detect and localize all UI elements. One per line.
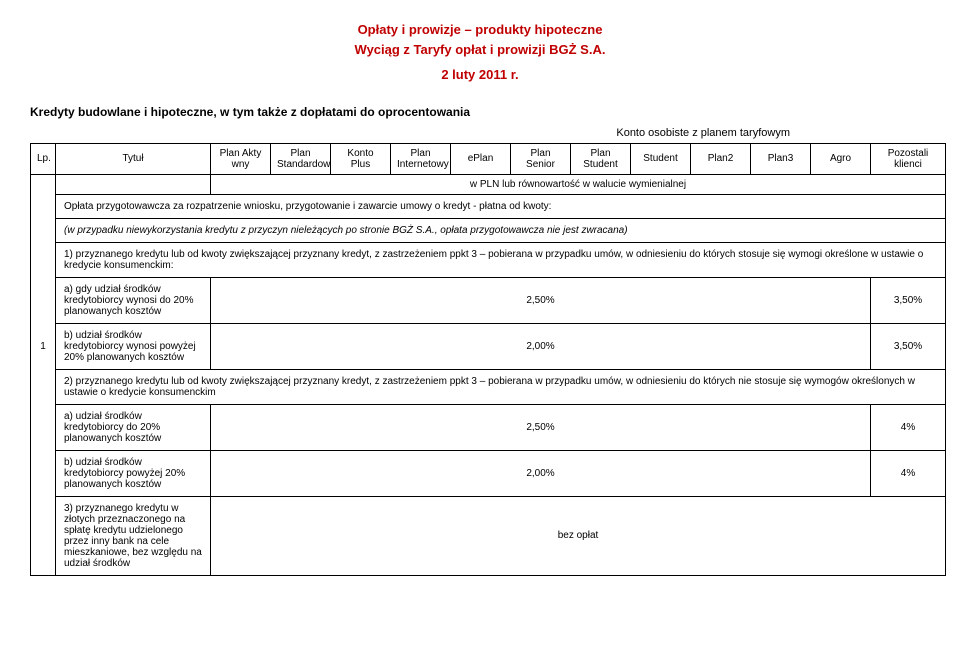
item3-label: 3) przyznanego kredytu w złotych przezna… bbox=[56, 496, 211, 575]
col-plan-internet: Plan Internetowy bbox=[391, 143, 451, 174]
col-plan-std: Plan Standardowy bbox=[271, 143, 331, 174]
header-line3: 2 luty 2011 r. bbox=[30, 65, 930, 85]
item1b-val2: 3,50% bbox=[871, 323, 946, 369]
item1b-row: 1 b) udział środków kredytobiorcy wynosi… bbox=[31, 323, 946, 369]
oplata-cond: (w przypadku niewykorzystania kredytu z … bbox=[56, 218, 946, 242]
item1a-val2: 3,50% bbox=[871, 277, 946, 323]
oplata-intro-row: Opłata przygotowawcza za rozpatrzenie wn… bbox=[31, 194, 946, 218]
header-line1: Opłaty i prowizje – produkty hipoteczne bbox=[30, 20, 930, 40]
item2b-row: b) udział środków kredytobiorcy powyżej … bbox=[31, 450, 946, 496]
item3-row: 3) przyznanego kredytu w złotych przezna… bbox=[31, 496, 946, 575]
col-plan2: Plan2 bbox=[691, 143, 751, 174]
col-agro: Agro bbox=[811, 143, 871, 174]
fees-table: Lp. Tytuł Plan Akty wny Plan Standardowy… bbox=[30, 143, 946, 576]
col-pozostali: Pozostali klienci bbox=[871, 143, 946, 174]
item1b-label: b) udział środków kredytobiorcy wynosi p… bbox=[56, 323, 211, 369]
item2a-val1: 2,50% bbox=[211, 404, 871, 450]
col-eplan: ePlan bbox=[451, 143, 511, 174]
item2b-val1: 2,00% bbox=[211, 450, 871, 496]
header-row: Lp. Tytuł Plan Akty wny Plan Standardowy… bbox=[31, 143, 946, 174]
section-title: Kredyty budowlane i hipoteczne, w tym ta… bbox=[30, 105, 930, 119]
item2b-label: b) udział środków kredytobiorcy powyżej … bbox=[56, 450, 211, 496]
col-plan-senior: Plan Senior bbox=[511, 143, 571, 174]
oplata-cond-row: (w przypadku niewykorzystania kredytu z … bbox=[31, 218, 946, 242]
item1a-label: a) gdy udział środków kredytobiorcy wyno… bbox=[56, 277, 211, 323]
item1a-val1: 2,50% bbox=[211, 277, 871, 323]
item3-val: bez opłat bbox=[211, 496, 946, 575]
header-line2: Wyciąg z Taryfy opłat i prowizji BGŻ S.A… bbox=[30, 40, 930, 60]
item1b-val1: 2,00% bbox=[211, 323, 871, 369]
item2a-val2: 4% bbox=[871, 404, 946, 450]
row-number: 1 bbox=[31, 323, 56, 369]
col-plan-student: Plan Student bbox=[571, 143, 631, 174]
pln-note: w PLN lub równowartość w walucie wymieni… bbox=[211, 174, 946, 194]
item1-text: 1) przyznanego kredytu lub od kwoty zwię… bbox=[56, 242, 946, 277]
col-plan3: Plan3 bbox=[751, 143, 811, 174]
col-student: Student bbox=[631, 143, 691, 174]
pln-note-row: w PLN lub równowartość w walucie wymieni… bbox=[31, 174, 946, 194]
item2a-row: a) udział środków kredytobiorcy do 20% p… bbox=[31, 404, 946, 450]
item1-row: 1) przyznanego kredytu lub od kwoty zwię… bbox=[31, 242, 946, 277]
item2a-label: a) udział środków kredytobiorcy do 20% p… bbox=[56, 404, 211, 450]
col-plan-akty: Plan Akty wny bbox=[211, 143, 271, 174]
konto-osobiste-label: Konto osobiste z planem taryfowym bbox=[30, 127, 930, 139]
col-lp: Lp. bbox=[31, 143, 56, 174]
document-header: Opłaty i prowizje – produkty hipoteczne … bbox=[30, 20, 930, 85]
item2b-val2: 4% bbox=[871, 450, 946, 496]
col-konto-plus: Konto Plus bbox=[331, 143, 391, 174]
item2-row: 2) przyznanego kredytu lub od kwoty zwię… bbox=[31, 369, 946, 404]
oplata-intro: Opłata przygotowawcza za rozpatrzenie wn… bbox=[56, 194, 946, 218]
item2-text: 2) przyznanego kredytu lub od kwoty zwię… bbox=[56, 369, 946, 404]
item1a-row: a) gdy udział środków kredytobiorcy wyno… bbox=[31, 277, 946, 323]
col-tytul: Tytuł bbox=[56, 143, 211, 174]
